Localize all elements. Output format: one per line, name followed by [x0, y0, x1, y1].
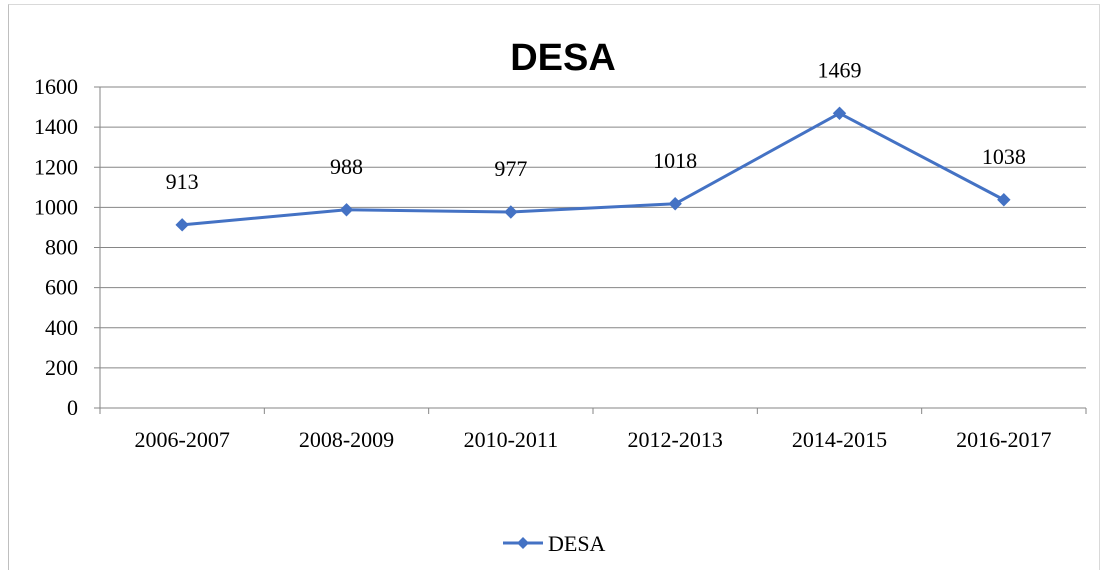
series-group — [175, 106, 1011, 232]
data-point-marker — [504, 205, 518, 219]
data-point-marker — [339, 203, 354, 217]
y-tick-label: 1000 — [34, 194, 78, 219]
data-label: 1038 — [982, 144, 1026, 169]
data-point-marker — [832, 106, 847, 120]
gridlines — [100, 86, 1086, 369]
data-label: 913 — [166, 169, 199, 194]
x-tick-label: 2016-2017 — [956, 427, 1051, 452]
y-tick-label: 1600 — [34, 74, 78, 99]
legend-marker — [517, 537, 529, 549]
data-label: 1018 — [653, 148, 697, 173]
data-labels: 913 988 977 1018 1469 1038 — [166, 57, 1026, 194]
y-axis-tick-labels: 0 200 400 600 800 1000 1200 1400 1600 — [34, 74, 78, 420]
y-tick-label: 600 — [45, 275, 78, 300]
x-tick-label: 2008-2009 — [299, 427, 394, 452]
data-label: 1469 — [818, 57, 862, 82]
x-tick-label: 2006-2007 — [135, 427, 230, 452]
x-tick-label: 2014-2015 — [792, 427, 887, 452]
data-point-marker — [997, 193, 1011, 207]
x-axis-tick-labels: 2006-2007 2008-2009 2010-2011 2012-2013 2014… — [135, 427, 1052, 452]
y-tick-label: 400 — [45, 315, 78, 340]
y-tick-label: 1400 — [34, 114, 78, 139]
data-point-marker — [175, 218, 189, 232]
legend: DESA — [503, 531, 606, 556]
y-tick-label: 0 — [67, 395, 78, 420]
data-label: 977 — [494, 156, 527, 181]
y-tick-label: 800 — [45, 235, 78, 260]
x-tick-label: 2010-2011 — [464, 427, 559, 452]
y-tick-label: 200 — [45, 355, 78, 380]
chart-frame — [8, 4, 1100, 570]
data-point-marker — [668, 197, 682, 211]
chart-title: DESA — [510, 37, 616, 79]
series-line — [182, 111, 1005, 227]
data-label: 988 — [330, 154, 363, 179]
legend-label: DESA — [548, 531, 606, 556]
x-tick-label: 2012-2013 — [628, 427, 723, 452]
axes — [94, 86, 1087, 414]
y-tick-label: 1200 — [34, 154, 78, 179]
